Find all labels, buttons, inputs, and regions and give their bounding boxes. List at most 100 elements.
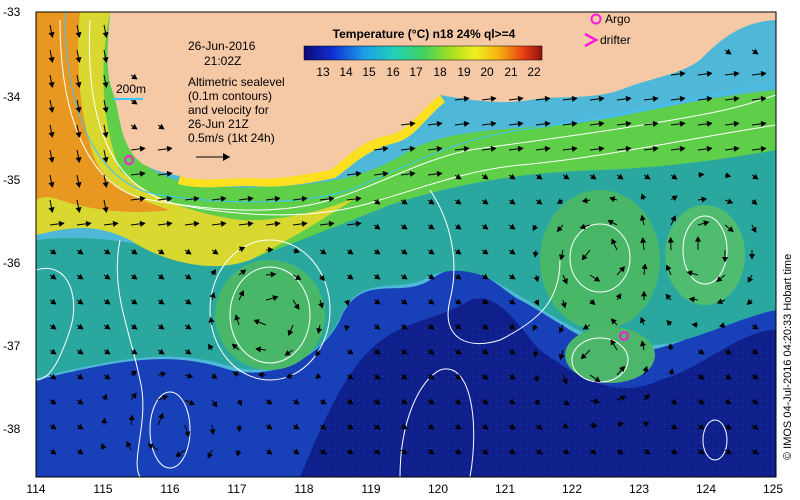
y-tick: -35 — [3, 173, 21, 187]
velocity-arrow-head — [428, 223, 435, 230]
velocity-arrow-head — [671, 448, 678, 455]
x-tick: 120 — [428, 482, 448, 496]
velocity-arrow-head — [482, 448, 489, 455]
velocity-arrow-head — [401, 373, 408, 380]
velocity-arrow-head — [267, 246, 274, 253]
velocity-arrow-head — [139, 145, 146, 152]
x-tick: 125 — [763, 482, 783, 496]
velocity-arrow-head — [347, 398, 354, 405]
velocity-arrow-head — [671, 195, 678, 202]
velocity-arrow-head — [193, 220, 200, 227]
velocity-arrow-head — [284, 349, 291, 356]
velocity-arrow-head — [285, 372, 292, 379]
velocity-arrow-head — [401, 323, 408, 330]
velocity-arrow-head — [665, 264, 672, 271]
velocity-arrow-head — [48, 181, 55, 188]
velocity-arrow-head — [509, 198, 516, 205]
velocity-arrow-head — [102, 81, 109, 88]
colorbar-label: 14 — [339, 65, 353, 79]
velocity-arrow-head — [703, 220, 710, 227]
velocity-arrow-head — [679, 120, 686, 127]
velocity-arrow-head — [235, 450, 242, 457]
velocity-arrow-head — [236, 399, 243, 407]
velocity-arrow-head — [102, 156, 109, 163]
velocity-arrow-head — [733, 120, 740, 127]
velocity-arrow-head — [158, 123, 165, 130]
x-tick: 117 — [227, 482, 246, 496]
velocity-arrow-head — [725, 373, 732, 380]
velocity-arrow-head — [686, 270, 693, 277]
velocity-arrow-head — [347, 348, 354, 355]
velocity-arrow-head — [509, 173, 516, 180]
velocity-arrow-head — [607, 219, 614, 226]
sea-level-contours — [36, 19, 776, 477]
description-line: and velocity for — [188, 103, 269, 117]
argo-float-marker[interactable] — [619, 331, 629, 341]
eddy-far-east — [665, 205, 745, 305]
velocity-arrow-head — [347, 248, 354, 255]
velocity-arrow-head — [533, 276, 540, 283]
velocity-arrow-head — [581, 197, 588, 204]
velocity-arrow-head — [270, 271, 277, 278]
contour-eddy-a — [229, 266, 311, 364]
velocity-arrow-head — [571, 145, 578, 152]
argo-float-marker[interactable] — [124, 155, 134, 165]
velocity-arrow-head — [50, 398, 57, 405]
velocity-arrow-head — [698, 448, 705, 455]
velocity-arrow-head — [231, 343, 238, 350]
velocity-arrow-head — [104, 248, 111, 255]
velocity-arrow-head — [455, 198, 462, 205]
velocity-arrow-head — [374, 323, 381, 330]
velocity-arrow-head — [482, 273, 489, 280]
velocity-arrow-head — [691, 321, 698, 328]
velocity-arrow-head — [679, 70, 686, 77]
velocity-arrow-head — [665, 293, 672, 300]
argo-legend-icon — [590, 13, 602, 25]
velocity-arrow-head — [641, 263, 648, 270]
velocity-arrow-head — [698, 423, 705, 430]
y-tick: -36 — [3, 256, 21, 270]
speckle — [300, 321, 776, 477]
velocity-arrow-head — [698, 171, 705, 178]
velocity-arrow-head — [131, 298, 138, 305]
velocity-arrow-head — [77, 323, 84, 330]
velocity-arrow-head — [581, 254, 588, 261]
eddy-west — [215, 260, 325, 370]
eddy-south — [565, 327, 655, 383]
colorbar — [303, 45, 543, 61]
velocity-arrow-head — [482, 173, 489, 180]
contour-eddy-d — [682, 215, 728, 285]
velocity-arrow-head — [77, 298, 84, 305]
velocity-arrow-head — [158, 273, 165, 280]
x-tick: 123 — [629, 482, 649, 496]
velocity-arrow-head — [589, 299, 596, 306]
velocity-arrow-head — [593, 276, 601, 282]
velocity-arrow-head — [652, 145, 659, 152]
velocity-arrow-head — [482, 348, 489, 355]
velocity-arrow-head — [211, 401, 218, 408]
velocity-arrow-head — [147, 443, 154, 450]
velocity-arrow-head — [75, 206, 82, 213]
velocity-arrow-head — [266, 448, 273, 455]
velocity-arrow-head — [382, 170, 389, 177]
x-tick: 115 — [93, 482, 112, 496]
velocity-arrow-head — [374, 423, 381, 430]
velocity-arrow-head — [679, 95, 686, 102]
velocity-arrow-head — [455, 348, 462, 355]
velocity-arrow-head — [641, 290, 648, 297]
velocity-arrow-head — [571, 120, 578, 127]
velocity-arrow-head — [532, 251, 539, 258]
x-tick: 119 — [361, 482, 380, 496]
velocity-arrow-head — [208, 316, 215, 323]
velocity-arrow-head — [509, 273, 516, 280]
velocity-arrow-head — [101, 393, 108, 401]
velocity-arrow-head — [401, 423, 408, 430]
date-label: 26-Jun-2016 — [188, 39, 256, 53]
velocity-arrow-head — [751, 199, 758, 206]
velocity-arrow-head — [409, 145, 416, 152]
velocity-arrow-head — [50, 448, 57, 455]
velocity-arrow-head — [287, 329, 294, 336]
velocity-arrow-head — [401, 223, 408, 230]
velocity-arrow-head — [482, 323, 489, 330]
velocity-arrow-head — [318, 302, 324, 309]
